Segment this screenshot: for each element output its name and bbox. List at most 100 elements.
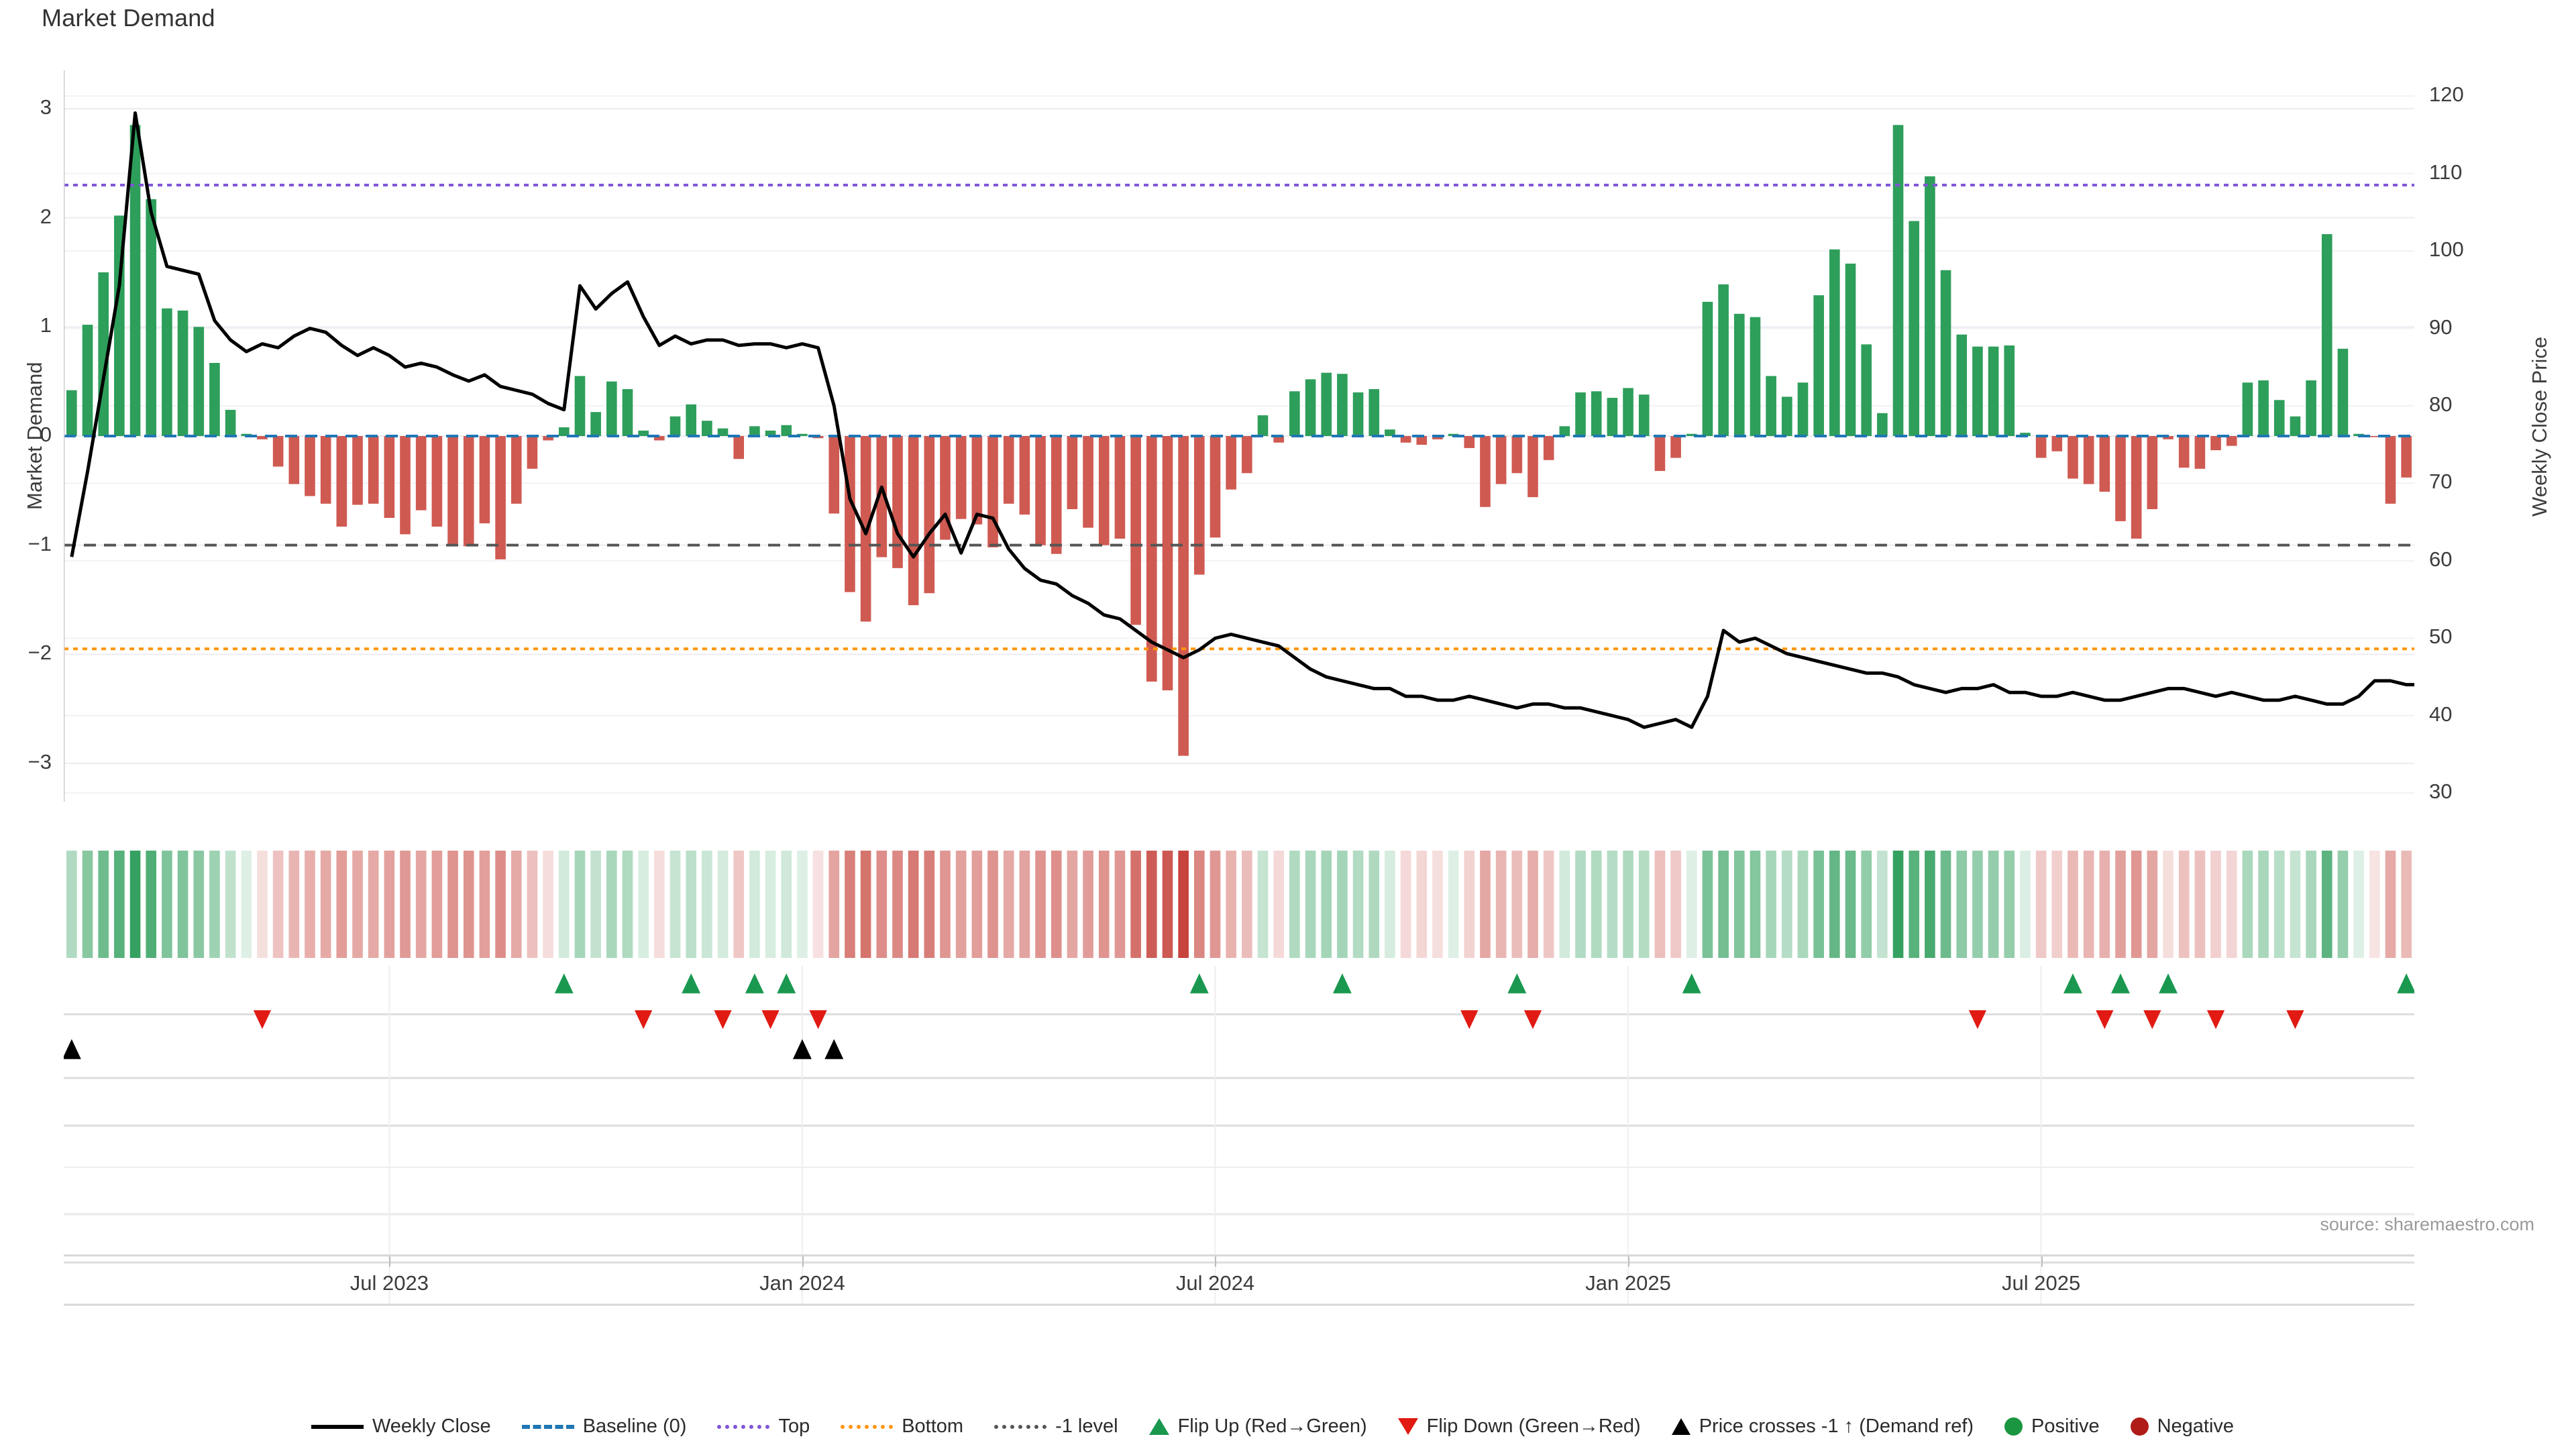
heatmap-cell	[2147, 851, 2158, 958]
flip-down-marker	[635, 1010, 653, 1029]
x-axis-tick: Jan 2025	[1585, 1271, 1671, 1295]
heatmap-cell	[1194, 851, 1205, 958]
demand-bar	[1003, 436, 1014, 504]
demand-bar	[66, 390, 77, 436]
legend-item-positive[interactable]: Positive	[2004, 1415, 2100, 1438]
legend-item-flip-up[interactable]: Flip Up (Red→Green)	[1148, 1415, 1367, 1438]
right-axis-label: Weekly Close Price	[2528, 336, 2551, 517]
legend-item-flip-down[interactable]: Flip Down (Green→Red)	[1397, 1415, 1641, 1438]
demand-bar	[1337, 374, 1348, 436]
y-axis-left-tick: 1	[40, 313, 52, 337]
demand-bar	[2210, 436, 2221, 451]
legend-label: Flip Down (Green→Red)	[1426, 1415, 1641, 1437]
demand-bar	[940, 436, 951, 540]
demand-bar	[1543, 436, 1554, 460]
demand-bar	[305, 436, 315, 496]
demand-bar	[1416, 436, 1428, 445]
flip-up-marker	[2397, 973, 2416, 994]
flip-down-marker	[1968, 1010, 1987, 1029]
x-axis-tick: Jul 2024	[1175, 1271, 1255, 1295]
heatmap-cell	[511, 851, 522, 958]
heatmap-cell	[1067, 851, 1078, 958]
heatmap-cell	[940, 851, 951, 958]
heatmap-cell	[2369, 851, 2380, 958]
heatmap-cell	[1098, 851, 1110, 958]
flip-up-marker	[777, 973, 796, 994]
heatmap-cell	[1226, 851, 1236, 958]
heatmap-cell	[225, 851, 236, 958]
heatmap-cell	[1559, 851, 1570, 958]
heatmap-cell	[1368, 851, 1380, 958]
heatmap-cell	[1591, 851, 1602, 958]
demand-bar	[193, 327, 205, 436]
demand-bar	[1321, 372, 1332, 436]
flip-down-marker	[2206, 1010, 2225, 1029]
demand-bar	[638, 430, 649, 436]
demand-bar	[892, 436, 903, 568]
heatmap-cell	[2163, 851, 2174, 958]
legend-item-price-crosses[interactable]: Price crosses -1 ↑ (Demand ref)	[1671, 1415, 1974, 1438]
demand-bar	[1194, 436, 1205, 575]
legend-item-weekly-close[interactable]: Weekly Close	[311, 1415, 491, 1438]
heatmap-cell	[1083, 851, 1093, 958]
heatmap-cell	[1877, 851, 1888, 958]
dotted-line-swatch-icon	[994, 1424, 1047, 1429]
heatmap-cell	[1385, 851, 1395, 958]
heatmap-cell	[797, 851, 808, 958]
heatmap-cell	[955, 851, 967, 958]
demand-bar	[1797, 382, 1809, 436]
heatmap-cell	[2115, 851, 2126, 958]
heatmap-cell	[669, 851, 681, 958]
legend-item-minus-one-level[interactable]: -1 level	[994, 1415, 1118, 1438]
heatmap-cell	[2051, 851, 2063, 958]
heatmap-cell	[622, 851, 633, 958]
demand-bar	[1527, 436, 1538, 498]
heatmap-cell	[400, 851, 411, 958]
heatmap-cell	[368, 851, 379, 958]
demand-bar	[431, 436, 443, 527]
demand-bar	[415, 436, 427, 511]
heatmap-cell	[1337, 851, 1348, 958]
demand-bar	[1750, 317, 1761, 436]
demand-bar	[288, 436, 300, 484]
heatmap-cell	[1702, 851, 1713, 958]
demand-bar	[1162, 436, 1173, 691]
demand-bar	[2178, 436, 2190, 468]
flip-up-marker	[554, 973, 574, 994]
heatmap-cell	[2131, 851, 2142, 958]
legend-item-bottom[interactable]: Bottom	[841, 1415, 963, 1438]
demand-bar	[177, 310, 189, 436]
legend-item-top[interactable]: Top	[717, 1415, 810, 1438]
chart-legend: Weekly Close Baseline (0) Top Bottom -1 leve…	[0, 1415, 2576, 1438]
demand-bar	[447, 436, 458, 545]
demand-bar	[845, 436, 855, 592]
demand-bar	[2035, 436, 2047, 458]
triangle-down-icon	[1397, 1418, 1418, 1435]
demand-bar	[368, 436, 379, 504]
heatmap-cell	[1956, 851, 1968, 958]
demand-bar	[1385, 429, 1395, 436]
heatmap-cell	[1003, 851, 1014, 958]
legend-label: Weekly Close	[372, 1415, 491, 1437]
flip-up-marker	[2111, 973, 2130, 994]
demand-bar	[733, 436, 745, 460]
heatmap-cell	[717, 851, 729, 958]
heatmap-cell	[1623, 851, 1633, 958]
main-chart-panel	[64, 70, 2414, 802]
heatmap-cell	[2210, 851, 2221, 958]
heatmap-cell	[2385, 851, 2396, 958]
demand-bar	[2401, 436, 2412, 478]
demand-bar	[320, 436, 331, 504]
main-chart-svg	[64, 70, 2414, 802]
flip-up-marker	[1189, 973, 1209, 994]
demand-bar	[2226, 436, 2237, 446]
heatmap-cell	[1972, 851, 1983, 958]
legend-item-negative[interactable]: Negative	[2130, 1415, 2234, 1438]
heatmap-cell	[162, 851, 172, 958]
demand-bar	[1925, 176, 1935, 436]
demand-bar	[225, 409, 236, 436]
heatmap-cell	[1638, 851, 1650, 958]
legend-item-baseline[interactable]: Baseline (0)	[521, 1415, 686, 1438]
heatmap-cell	[733, 851, 745, 958]
heatmap-cell	[1670, 851, 1681, 958]
